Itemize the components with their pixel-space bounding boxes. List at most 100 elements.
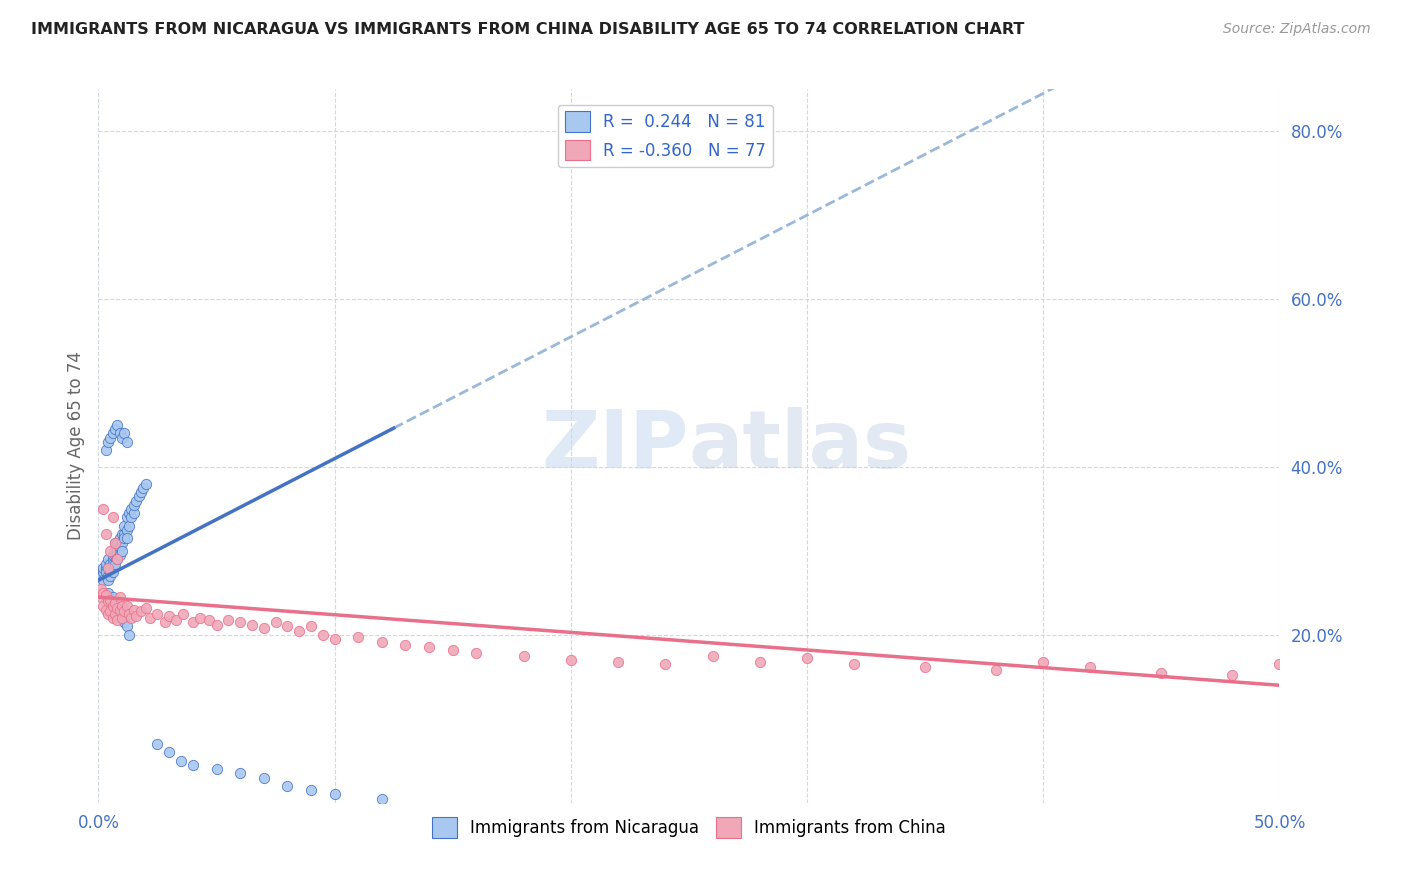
- Point: [441, 643, 464, 657]
- Point: [101, 510, 124, 524]
- Point: [101, 611, 124, 625]
- Point: [702, 648, 724, 663]
- Point: [1080, 660, 1102, 674]
- Point: [101, 552, 124, 566]
- Point: [115, 532, 138, 546]
- Point: [98, 569, 121, 583]
- Point: [1150, 665, 1173, 680]
- Point: [157, 746, 180, 760]
- Point: [253, 771, 276, 785]
- Point: [105, 548, 128, 562]
- Point: [122, 506, 145, 520]
- Point: [240, 617, 263, 632]
- Point: [984, 663, 1007, 677]
- Point: [104, 535, 127, 549]
- Point: [104, 548, 127, 562]
- Point: [347, 630, 370, 644]
- Point: [104, 422, 127, 436]
- Point: [323, 632, 346, 646]
- Point: [111, 535, 134, 549]
- Point: [418, 640, 440, 655]
- Point: [118, 607, 141, 621]
- Point: [135, 476, 157, 491]
- Point: [229, 766, 252, 780]
- Point: [108, 607, 131, 621]
- Point: [121, 510, 143, 524]
- Point: [122, 498, 145, 512]
- Point: [146, 737, 169, 751]
- Point: [125, 609, 148, 624]
- Point: [105, 552, 128, 566]
- Point: [844, 657, 866, 672]
- Point: [97, 586, 120, 600]
- Point: [323, 788, 346, 802]
- Point: [98, 557, 121, 571]
- Point: [90, 569, 112, 583]
- Point: [198, 613, 221, 627]
- Point: [112, 426, 135, 441]
- Point: [105, 613, 128, 627]
- Text: Source: ZipAtlas.com: Source: ZipAtlas.com: [1223, 22, 1371, 37]
- Point: [108, 540, 131, 554]
- Point: [217, 613, 239, 627]
- Point: [748, 655, 770, 669]
- Point: [91, 560, 114, 574]
- Point: [94, 588, 117, 602]
- Point: [115, 619, 138, 633]
- Point: [104, 544, 127, 558]
- Point: [512, 648, 534, 663]
- Point: [132, 481, 155, 495]
- Legend: Immigrants from Nicaragua, Immigrants from China: Immigrants from Nicaragua, Immigrants fr…: [425, 811, 953, 845]
- Point: [128, 489, 150, 503]
- Point: [371, 634, 394, 648]
- Point: [1220, 668, 1243, 682]
- Point: [105, 601, 128, 615]
- Point: [112, 532, 135, 546]
- Point: [97, 434, 120, 449]
- Point: [91, 586, 114, 600]
- Point: [105, 417, 128, 432]
- Point: [98, 565, 121, 579]
- Point: [112, 527, 135, 541]
- Point: [914, 660, 936, 674]
- Point: [90, 582, 112, 596]
- Point: [108, 548, 131, 562]
- Point: [394, 638, 416, 652]
- Point: [111, 599, 134, 613]
- Point: [112, 615, 135, 630]
- Point: [371, 791, 394, 805]
- Point: [299, 619, 322, 633]
- Point: [94, 557, 117, 571]
- Point: [97, 552, 120, 566]
- Point: [129, 604, 152, 618]
- Point: [94, 603, 117, 617]
- Point: [205, 762, 228, 776]
- Text: atlas: atlas: [689, 407, 912, 485]
- Point: [115, 523, 138, 537]
- Point: [94, 565, 117, 579]
- Point: [654, 657, 676, 672]
- Point: [129, 485, 152, 500]
- Point: [181, 615, 204, 630]
- Point: [299, 783, 322, 797]
- Point: [165, 613, 187, 627]
- Point: [115, 510, 138, 524]
- Point: [135, 601, 157, 615]
- Point: [108, 603, 131, 617]
- Point: [607, 655, 630, 669]
- Point: [91, 502, 114, 516]
- Point: [108, 532, 131, 546]
- Point: [101, 548, 124, 562]
- Point: [97, 607, 120, 621]
- Point: [115, 599, 138, 613]
- Point: [122, 603, 145, 617]
- Point: [104, 607, 127, 621]
- Point: [104, 596, 127, 610]
- Point: [157, 609, 180, 624]
- Point: [111, 527, 134, 541]
- Point: [104, 599, 127, 613]
- Point: [94, 443, 117, 458]
- Point: [205, 617, 228, 632]
- Point: [94, 527, 117, 541]
- Point: [111, 431, 134, 445]
